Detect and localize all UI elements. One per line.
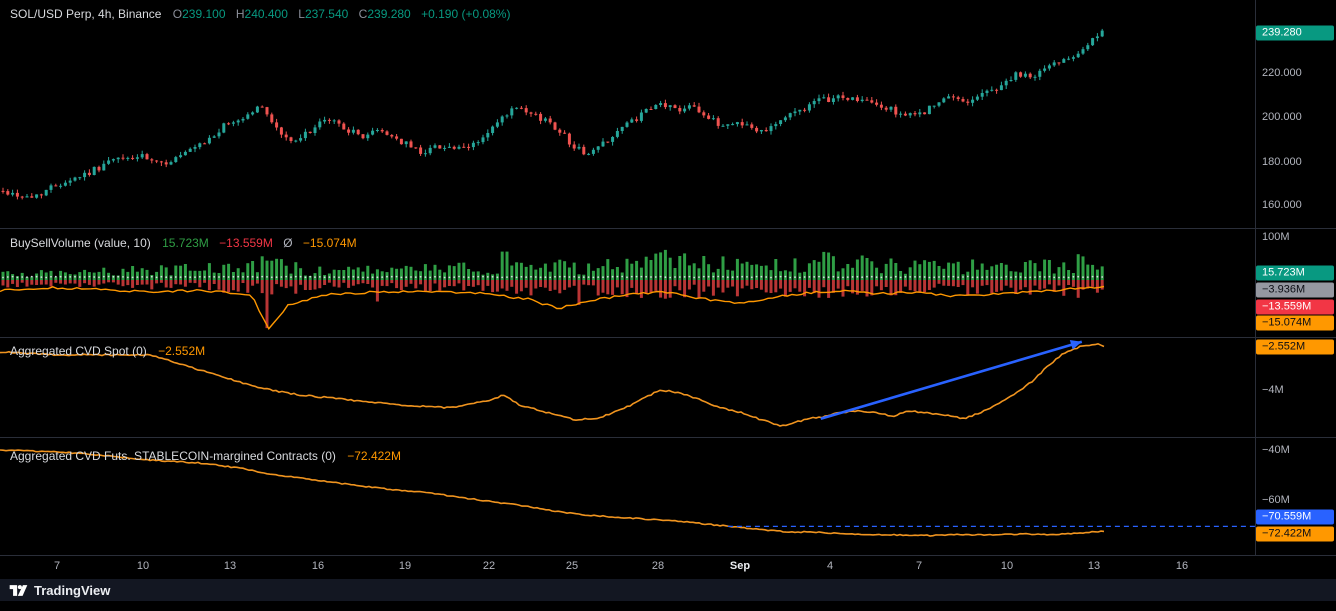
time-axis-label: 16 xyxy=(1176,560,1188,572)
buy-volume-value: 15.723M xyxy=(162,236,209,250)
value-badge: −2.552M xyxy=(1256,340,1334,355)
avg-symbol: Ø xyxy=(283,236,292,250)
price-scale-label: 180.000 xyxy=(1262,156,1302,168)
value-badge: −13.559M xyxy=(1256,300,1334,315)
open-label: O xyxy=(173,7,182,21)
tradingview-logo-icon[interactable] xyxy=(9,583,28,598)
tradingview-brand[interactable]: TradingView xyxy=(34,583,110,598)
volume-pane-legend: BuySellVolume (value, 10) 15.723M −13.55… xyxy=(10,236,357,250)
low-value: 237.540 xyxy=(305,7,348,21)
volume-indicator-title[interactable]: BuySellVolume (value, 10) xyxy=(10,236,151,250)
time-axis-label: 28 xyxy=(652,560,664,572)
symbol-title[interactable]: SOL/USD Perp, 4h, Binance xyxy=(10,7,161,21)
buysell-volume-series xyxy=(0,250,1104,329)
time-axis-label: 22 xyxy=(483,560,495,572)
time-axis-label: Sep xyxy=(730,560,750,572)
low-label: L xyxy=(298,7,305,21)
cvd-futs-title[interactable]: Aggregated CVD Futs. STABLECOIN-margined… xyxy=(10,449,336,463)
cvd-spot-value: −2.552M xyxy=(158,344,205,358)
price-scale-label: 100M xyxy=(1262,231,1290,243)
open-value: 239.100 xyxy=(182,7,225,21)
time-axis-label: 25 xyxy=(566,560,578,572)
time-axis-label: 13 xyxy=(224,560,236,572)
value-badge: −3.936M xyxy=(1256,283,1334,298)
price-scale-label: −60M xyxy=(1262,494,1290,506)
value-badge: 239.280 xyxy=(1256,26,1334,41)
time-axis-label: 19 xyxy=(399,560,411,572)
volume-average-line xyxy=(0,287,1104,329)
change-value: +0.190 (+0.08%) xyxy=(421,7,510,21)
cvd-futs-value: −72.422M xyxy=(347,449,401,463)
value-badge: 15.723M xyxy=(1256,266,1334,281)
time-axis-label: 7 xyxy=(54,560,60,572)
tradingview-chart-window: SOL/USD Perp, 4h, Binance O239.100 H240.… xyxy=(0,0,1336,611)
cvd-spot-title[interactable]: Aggregated CVD Spot (0) xyxy=(10,344,147,358)
chart-canvas[interactable] xyxy=(0,0,1336,611)
trend-arrow-line[interactable] xyxy=(821,342,1082,419)
sell-volume-value: −13.559M xyxy=(219,236,273,250)
price-scale-label: 220.000 xyxy=(1262,67,1302,79)
time-axis-label: 16 xyxy=(312,560,324,572)
price-pane-legend: SOL/USD Perp, 4h, Binance O239.100 H240.… xyxy=(10,7,510,21)
time-scale[interactable] xyxy=(0,555,1255,579)
time-axis-label: 10 xyxy=(137,560,149,572)
close-value: 239.280 xyxy=(367,7,410,21)
cvd-spot-pane-legend: Aggregated CVD Spot (0) −2.552M xyxy=(10,344,205,358)
price-scale-label: 160.000 xyxy=(1262,199,1302,211)
value-badge: −72.422M xyxy=(1256,527,1334,542)
time-axis-label: 7 xyxy=(916,560,922,572)
price-scale-label: −40M xyxy=(1262,444,1290,456)
price-scale-label: 200.000 xyxy=(1262,111,1302,123)
price-scale-label: −4M xyxy=(1262,384,1284,396)
high-label: H xyxy=(236,7,245,21)
time-axis-label: 4 xyxy=(827,560,833,572)
footer-bar: TradingView xyxy=(0,579,1336,601)
avg-volume-value: −15.074M xyxy=(303,236,357,250)
time-axis-label: 10 xyxy=(1001,560,1013,572)
value-badge: −70.559M xyxy=(1256,510,1334,525)
value-badge: −15.074M xyxy=(1256,316,1334,331)
high-value: 240.400 xyxy=(245,7,288,21)
time-axis-label: 13 xyxy=(1088,560,1100,572)
cvd-futs-pane-legend: Aggregated CVD Futs. STABLECOIN-margined… xyxy=(10,449,401,463)
candlestick-series xyxy=(2,29,1104,200)
